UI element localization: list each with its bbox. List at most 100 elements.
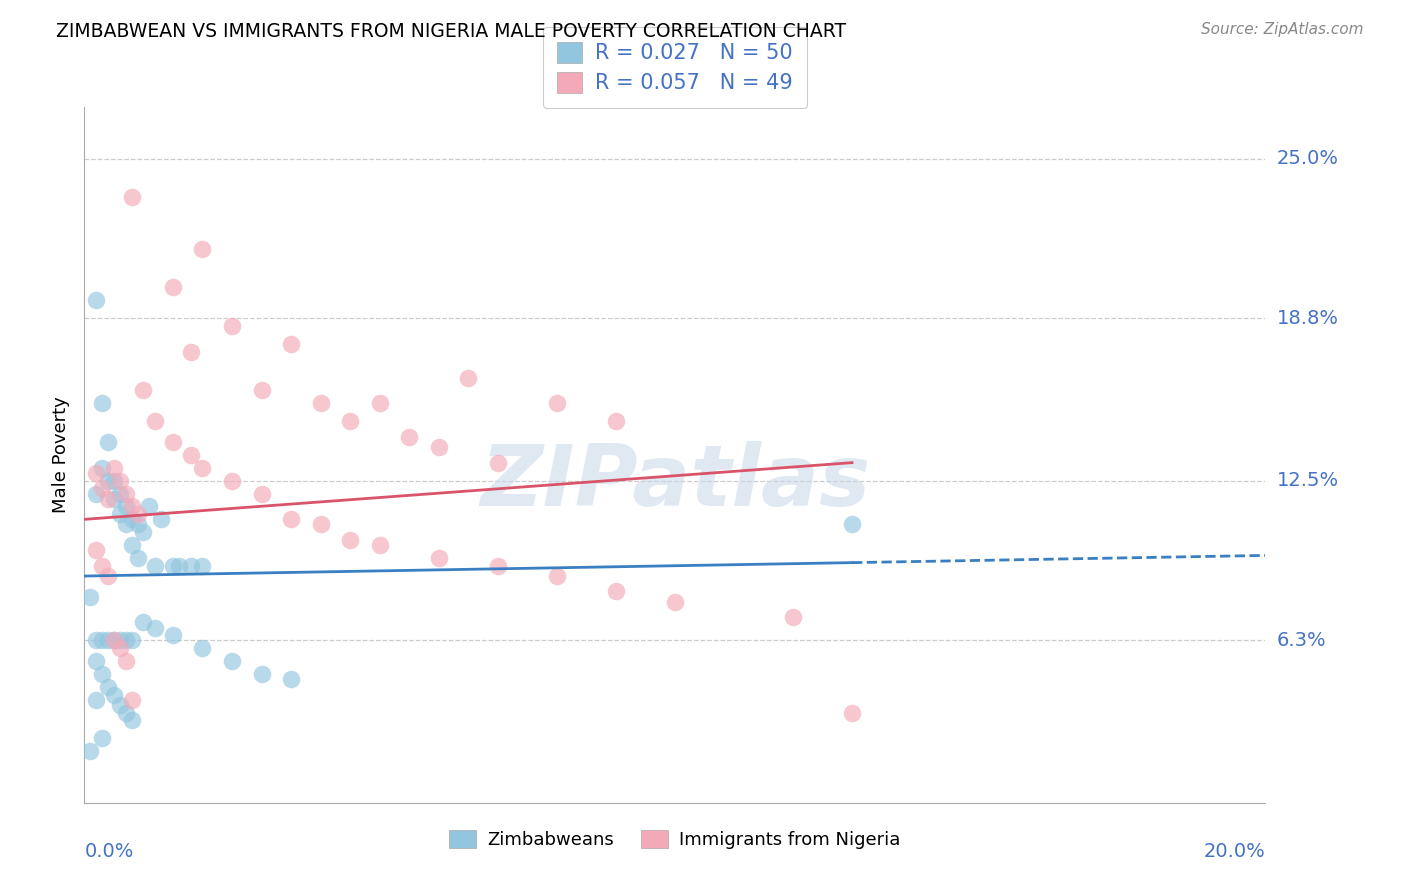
Point [664,595,686,609]
Text: 25.0%: 25.0% [1277,149,1339,168]
Point [221,319,243,334]
Point [143,621,166,635]
Point [132,525,155,540]
Point [605,584,627,599]
Point [191,641,214,656]
Point [339,533,361,547]
Point [84,633,107,648]
Point [97,491,120,506]
Point [103,491,125,506]
Point [91,482,114,496]
Point [782,610,804,624]
Point [127,517,149,532]
Point [103,474,125,488]
Point [79,744,101,758]
Point [309,396,332,410]
Point [108,507,131,521]
Point [427,551,450,566]
Point [191,460,214,475]
Point [162,558,184,573]
Point [91,396,114,410]
Legend: Zimbabweans, Immigrants from Nigeria: Zimbabweans, Immigrants from Nigeria [434,815,915,863]
Point [841,706,863,720]
Point [97,474,120,488]
Point [150,512,173,526]
Point [339,414,361,428]
Point [97,569,120,583]
Point [427,440,450,454]
Point [309,517,332,532]
Point [486,558,509,573]
Point [91,460,114,475]
Point [368,538,391,552]
Point [546,569,568,583]
Point [108,633,131,648]
Text: 18.8%: 18.8% [1277,309,1339,328]
Point [121,692,143,706]
Point [162,280,184,294]
Point [398,430,420,444]
Point [127,507,149,521]
Point [121,500,143,514]
Point [368,396,391,410]
Point [143,558,166,573]
Point [457,370,479,384]
Point [162,435,184,450]
Point [84,293,107,308]
Point [221,474,243,488]
Point [108,641,131,656]
Point [127,551,149,566]
Point [605,414,627,428]
Point [546,396,568,410]
Point [84,486,107,500]
Text: Source: ZipAtlas.com: Source: ZipAtlas.com [1201,22,1364,37]
Point [280,337,302,351]
Point [114,500,136,514]
Text: ZIPatlas: ZIPatlas [479,442,870,524]
Point [121,538,143,552]
Point [191,242,214,256]
Point [138,500,160,514]
Text: ZIMBABWEAN VS IMMIGRANTS FROM NIGERIA MALE POVERTY CORRELATION CHART: ZIMBABWEAN VS IMMIGRANTS FROM NIGERIA MA… [56,22,846,41]
Point [167,558,190,573]
Point [91,731,114,746]
Point [84,692,107,706]
Point [162,628,184,642]
Text: 20.0%: 20.0% [1204,842,1265,861]
Point [114,654,136,668]
Point [280,672,302,686]
Y-axis label: Male Poverty: Male Poverty [52,397,70,513]
Point [114,633,136,648]
Point [132,384,155,398]
Point [143,414,166,428]
Point [114,517,136,532]
Text: 12.5%: 12.5% [1277,471,1339,491]
Point [180,448,202,462]
Point [97,435,120,450]
Point [180,344,202,359]
Point [91,667,114,681]
Point [91,633,114,648]
Point [103,688,125,702]
Point [97,633,120,648]
Point [103,633,125,648]
Point [103,633,125,648]
Point [486,456,509,470]
Point [103,460,125,475]
Point [108,474,131,488]
Point [108,698,131,712]
Point [250,384,273,398]
Point [841,517,863,532]
Point [132,615,155,630]
Point [280,512,302,526]
Point [121,190,143,204]
Point [250,486,273,500]
Point [121,714,143,728]
Point [191,558,214,573]
Point [97,680,120,694]
Point [221,654,243,668]
Point [121,512,143,526]
Point [250,667,273,681]
Point [180,558,202,573]
Point [114,486,136,500]
